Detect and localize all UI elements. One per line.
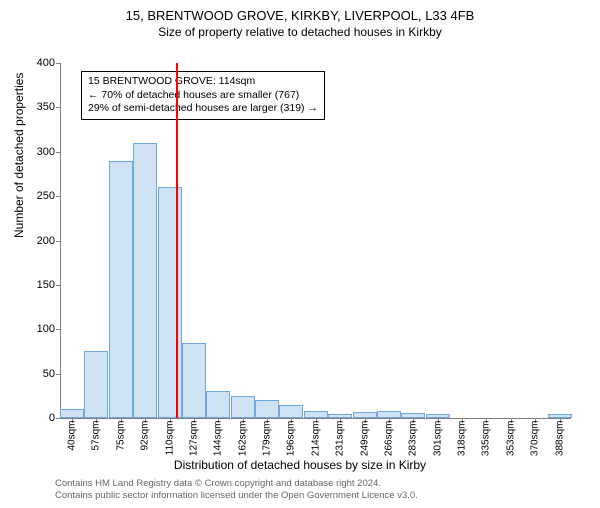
x-tick-label: 162sqm xyxy=(238,421,249,461)
x-tick-label: 249sqm xyxy=(360,421,371,461)
bar xyxy=(109,161,133,418)
y-tick-mark xyxy=(56,63,61,64)
x-axis-label: Distribution of detached houses by size … xyxy=(0,458,600,472)
x-tick-label: 179sqm xyxy=(261,421,272,461)
x-tick-label: 231sqm xyxy=(334,421,345,461)
y-tick-mark xyxy=(56,329,61,330)
y-tick-label: 400 xyxy=(25,57,55,69)
x-tick-label: 196sqm xyxy=(285,421,296,461)
bar xyxy=(84,351,108,418)
chart-title: 15, BRENTWOOD GROVE, KIRKBY, LIVERPOOL, … xyxy=(0,8,600,23)
y-tick-mark xyxy=(56,418,61,419)
y-axis-label: Number of detached properties xyxy=(12,73,26,238)
bar xyxy=(158,187,182,418)
y-tick-label: 300 xyxy=(25,146,55,158)
y-tick-mark xyxy=(56,241,61,242)
x-tick-label: 92sqm xyxy=(140,421,151,461)
y-tick-label: 0 xyxy=(25,412,55,424)
x-tick-label: 266sqm xyxy=(383,421,394,461)
x-tick-label: 214sqm xyxy=(311,421,322,461)
x-tick-label: 127sqm xyxy=(189,421,200,461)
y-tick-label: 250 xyxy=(25,190,55,202)
bar xyxy=(377,411,401,418)
y-tick-mark xyxy=(56,374,61,375)
bar xyxy=(231,396,255,418)
annotation-line3: 29% of semi-detached houses are larger (… xyxy=(88,102,318,116)
bar xyxy=(133,143,157,418)
x-tick-label: 144sqm xyxy=(212,421,223,461)
annotation-line1: 15 BRENTWOOD GROVE: 114sqm xyxy=(88,75,318,89)
chart-plot-area: 15 BRENTWOOD GROVE: 114sqm ← 70% of deta… xyxy=(60,63,571,419)
annotation-box: 15 BRENTWOOD GROVE: 114sqm ← 70% of deta… xyxy=(81,71,325,120)
y-tick-label: 50 xyxy=(25,368,55,380)
y-tick-mark xyxy=(56,285,61,286)
y-tick-label: 100 xyxy=(25,323,55,335)
bar xyxy=(206,391,230,418)
x-tick-label: 301sqm xyxy=(432,421,443,461)
x-tick-label: 40sqm xyxy=(67,421,78,461)
y-tick-label: 200 xyxy=(25,235,55,247)
x-tick-label: 370sqm xyxy=(529,421,540,461)
x-tick-label: 318sqm xyxy=(456,421,467,461)
footer-line1: Contains HM Land Registry data © Crown c… xyxy=(55,478,418,490)
y-tick-mark xyxy=(56,152,61,153)
annotation-line2: ← 70% of detached houses are smaller (76… xyxy=(88,89,318,103)
bar xyxy=(304,411,328,418)
bar xyxy=(255,400,279,418)
bar xyxy=(279,405,303,418)
x-tick-label: 75sqm xyxy=(116,421,127,461)
marker-line xyxy=(176,63,178,418)
bar xyxy=(60,409,84,418)
x-tick-label: 335sqm xyxy=(480,421,491,461)
y-tick-mark xyxy=(56,107,61,108)
footer-credits: Contains HM Land Registry data © Crown c… xyxy=(55,478,418,502)
bar xyxy=(182,343,206,418)
chart-subtitle: Size of property relative to detached ho… xyxy=(0,25,600,39)
y-tick-label: 150 xyxy=(25,279,55,291)
x-tick-label: 353sqm xyxy=(505,421,516,461)
x-tick-label: 57sqm xyxy=(91,421,102,461)
footer-line2: Contains public sector information licen… xyxy=(55,490,418,502)
x-tick-label: 110sqm xyxy=(165,421,176,461)
y-tick-mark xyxy=(56,196,61,197)
x-tick-label: 283sqm xyxy=(407,421,418,461)
y-tick-label: 350 xyxy=(25,101,55,113)
x-tick-label: 388sqm xyxy=(554,421,565,461)
